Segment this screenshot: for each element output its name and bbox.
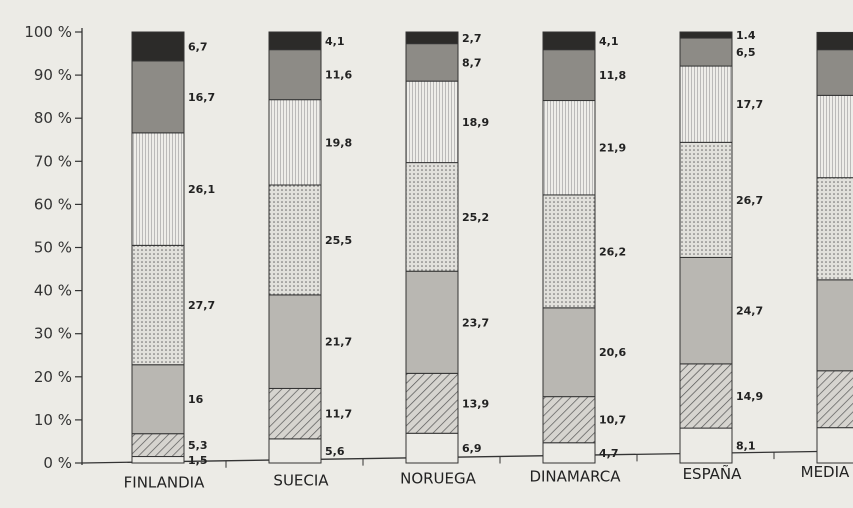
bar-segment <box>405 80 459 164</box>
bar-segment <box>405 162 459 272</box>
data-label: 27,7 <box>188 299 215 312</box>
x-tick-label: NORUEGA <box>400 469 477 487</box>
x-tick-label: SUECIA <box>273 472 329 490</box>
data-label: 25,5 <box>325 234 352 247</box>
data-label: 8,7 <box>462 56 482 69</box>
x-tick-label: ESPAÑA <box>683 464 743 483</box>
bar-segment <box>268 184 322 296</box>
data-label: 11,8 <box>599 69 626 82</box>
bar-segment <box>816 177 853 281</box>
data-label: 1.4 <box>736 29 756 42</box>
y-tick-label: 10 % <box>34 411 72 429</box>
data-label: 11,6 <box>325 69 352 82</box>
bar-segment <box>542 194 596 309</box>
bar-segment <box>542 49 596 102</box>
data-label: 1,5 <box>188 454 208 467</box>
data-label: 14,9 <box>736 390 763 403</box>
y-tick-label: 100 % <box>24 23 72 41</box>
y-tick-label: 90 % <box>34 66 72 84</box>
data-label: 6,5 <box>736 46 756 59</box>
data-label: 13,9 <box>462 397 489 410</box>
bar-segment <box>268 294 322 389</box>
data-label: 6,7 <box>188 40 208 53</box>
data-label: 6,9 <box>462 442 482 455</box>
bar-segment <box>816 49 853 96</box>
y-tick-label: 60 % <box>34 195 72 213</box>
bar-segment <box>542 442 596 464</box>
y-tick-label: 70 % <box>34 152 72 170</box>
data-label: 17,7 <box>736 98 763 111</box>
bar-segment <box>679 256 733 365</box>
bar-segment <box>679 65 733 143</box>
bar-segment <box>268 99 322 186</box>
y-tick-label: 40 % <box>34 282 72 300</box>
bar-segment <box>816 31 853 51</box>
y-tick-label: 20 % <box>34 368 72 386</box>
bar-segment <box>679 31 733 39</box>
bar-segment <box>131 31 185 62</box>
data-label: 11,7 <box>325 408 352 421</box>
x-tick-label: DINAMARCA <box>529 467 621 485</box>
data-label: 4,1 <box>325 35 345 48</box>
bar-segment <box>131 60 185 134</box>
bar-segment <box>268 438 322 464</box>
data-label: 8,1 <box>736 440 756 453</box>
data-label: 24,7 <box>736 305 763 318</box>
x-tick-label: MEDIA OCDE <box>801 463 853 481</box>
y-tick-label: 80 % <box>34 109 72 127</box>
data-label: 10,7 <box>599 414 626 427</box>
y-tick-label: 0 % <box>43 454 72 472</box>
bar-segment <box>679 141 733 258</box>
data-label: 4,1 <box>599 35 619 48</box>
data-label: 5,6 <box>325 445 345 458</box>
x-tick-label: FINLANDIA <box>124 474 205 492</box>
bar-segment <box>816 94 853 179</box>
bar-segment <box>679 37 733 67</box>
bar-segment <box>816 279 853 372</box>
data-label: 16,7 <box>188 91 215 104</box>
bar-segment <box>405 31 459 45</box>
bar-segment <box>542 307 596 398</box>
bar-segment <box>405 432 459 464</box>
bar-segment <box>131 132 185 246</box>
data-label: 26,2 <box>599 245 626 258</box>
bar-segment <box>268 387 322 440</box>
bar-segment <box>131 364 185 435</box>
y-tick-label: 50 % <box>34 239 72 257</box>
bar-segment <box>131 456 185 464</box>
data-label: 18,9 <box>462 116 489 129</box>
bar-segment <box>268 31 322 51</box>
data-label: 20,6 <box>599 346 626 359</box>
data-label: 26,7 <box>736 194 763 207</box>
data-label: 23,7 <box>462 316 489 329</box>
bar-segment <box>405 43 459 82</box>
bar-segment <box>131 433 185 458</box>
data-label: 2,7 <box>462 32 482 45</box>
data-label: 5,3 <box>188 439 208 452</box>
bar-segment <box>268 49 322 101</box>
data-label: 16 <box>188 393 204 406</box>
data-label: 21,7 <box>325 336 352 349</box>
bar-segment <box>405 372 459 434</box>
data-label: 19,8 <box>325 136 352 149</box>
bar-segment <box>816 370 853 429</box>
bar-segment <box>679 427 733 464</box>
data-label: 4,7 <box>599 447 619 460</box>
bar-segment <box>131 244 185 366</box>
bar-segment <box>816 427 853 464</box>
data-label: 26,1 <box>188 183 215 196</box>
bar-segment <box>679 363 733 429</box>
data-label: 21,9 <box>599 142 626 155</box>
data-label: 25,2 <box>462 211 489 224</box>
bar-segment <box>405 270 459 374</box>
y-tick-label: 30 % <box>34 325 72 343</box>
bar-segment <box>542 396 596 444</box>
bar-segment <box>542 100 596 196</box>
bar-segment <box>542 31 596 51</box>
